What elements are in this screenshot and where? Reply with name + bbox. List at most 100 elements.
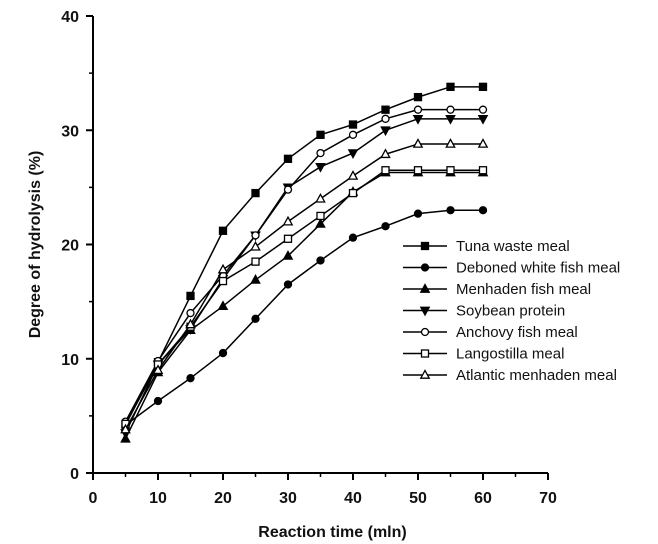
data-point [282, 250, 294, 260]
data-point [316, 256, 325, 265]
data-point [186, 374, 195, 383]
data-point [478, 206, 488, 215]
data-point [251, 314, 260, 323]
data-point [185, 318, 196, 329]
legend-entry: Anchovy fish meal [403, 324, 578, 341]
series-menhaden-fish-meal [120, 166, 489, 443]
series-line [124, 86, 483, 426]
data-point [445, 138, 456, 148]
x-axis-title: Reaction time (mln) [258, 524, 406, 541]
data-point [348, 188, 358, 198]
data-point [218, 348, 228, 358]
data-point [477, 138, 489, 148]
data-point [251, 257, 260, 266]
data-point [283, 234, 293, 243]
legend-label: Atlantic menhaden meal [456, 367, 617, 384]
series-line [124, 171, 483, 440]
data-point [478, 166, 488, 175]
data-point [120, 423, 131, 434]
series-line [124, 143, 483, 430]
data-point [381, 105, 390, 114]
legend-label: Soybean protein [456, 303, 565, 320]
data-point [315, 192, 326, 203]
data-point [412, 138, 424, 148]
legend-marker [420, 241, 430, 251]
x-tick-label: 20 [214, 490, 232, 507]
data-point [153, 396, 163, 406]
data-point [315, 218, 326, 228]
data-point [446, 105, 455, 114]
y-axis-title: Degree of hydrolysis (%) [27, 151, 44, 339]
data-point [446, 166, 455, 175]
data-point [381, 222, 390, 231]
data-point [347, 149, 359, 159]
data-point [315, 162, 326, 173]
data-point [217, 263, 229, 274]
legend-entry: Tuna waste meal [403, 238, 570, 255]
x-tick-label: 10 [149, 490, 167, 507]
data-point [283, 154, 293, 163]
data-point [251, 231, 260, 240]
data-point [413, 209, 423, 218]
legend-label: Langostilla meal [456, 346, 564, 363]
legend-marker [419, 306, 431, 317]
data-point [316, 211, 325, 221]
data-point [446, 206, 455, 215]
legend: Tuna waste meal Deboned white fish meal Me… [403, 238, 620, 384]
series-soybean-protein [120, 114, 489, 439]
legend-label: Menhaden fish meal [456, 281, 591, 298]
legend-label: Anchovy fish meal [456, 324, 578, 341]
data-point [152, 364, 164, 375]
x-tick-label: 30 [279, 490, 297, 507]
series-layer [120, 82, 489, 443]
series-anchovy-fish-meal [121, 105, 488, 426]
data-point [413, 166, 423, 175]
data-point [218, 276, 228, 286]
data-point [381, 114, 390, 123]
x-tick-label: 60 [474, 490, 492, 507]
data-point [380, 148, 391, 159]
data-point [250, 240, 261, 251]
data-point [283, 280, 293, 289]
data-point [186, 308, 195, 318]
series-line [124, 118, 483, 434]
data-point [250, 274, 261, 284]
y-tick-label: 0 [70, 466, 79, 483]
data-point [478, 82, 488, 91]
y-tick-label: 20 [61, 238, 79, 255]
series-line [124, 108, 483, 422]
legend-entry: Deboned white fish meal [403, 260, 620, 277]
data-point [348, 233, 358, 242]
x-ticks: 0 10 20 30 40 50 60 70 [89, 473, 557, 507]
legend-marker [419, 369, 431, 379]
data-point [282, 215, 294, 226]
y-tick-label: 40 [61, 9, 79, 26]
data-point [478, 105, 488, 114]
data-point [412, 114, 424, 125]
series-atlantic-menhaden-meal [120, 138, 489, 434]
data-point [347, 170, 359, 180]
x-tick-label: 40 [344, 490, 362, 507]
data-point [446, 82, 455, 91]
data-point [348, 130, 358, 139]
data-point [316, 148, 325, 158]
series-line [125, 209, 483, 426]
y-ticks: 0 10 20 30 40 [61, 9, 93, 483]
legend-entry: Menhaden fish meal [403, 281, 591, 298]
data-point [413, 92, 423, 102]
data-point [445, 114, 456, 125]
data-point [251, 188, 260, 198]
legend-label: Deboned white fish meal [456, 260, 620, 277]
data-point [413, 105, 423, 114]
data-point [316, 130, 325, 139]
data-point [380, 126, 391, 137]
series-tuna-waste-meal [121, 82, 488, 430]
legend-entry: Langostilla meal [403, 346, 564, 363]
data-point [283, 185, 293, 194]
legend-marker [419, 283, 431, 293]
x-tick-label: 0 [89, 490, 98, 507]
legend-marker [420, 263, 430, 272]
data-point [348, 120, 358, 129]
data-point [218, 226, 228, 235]
